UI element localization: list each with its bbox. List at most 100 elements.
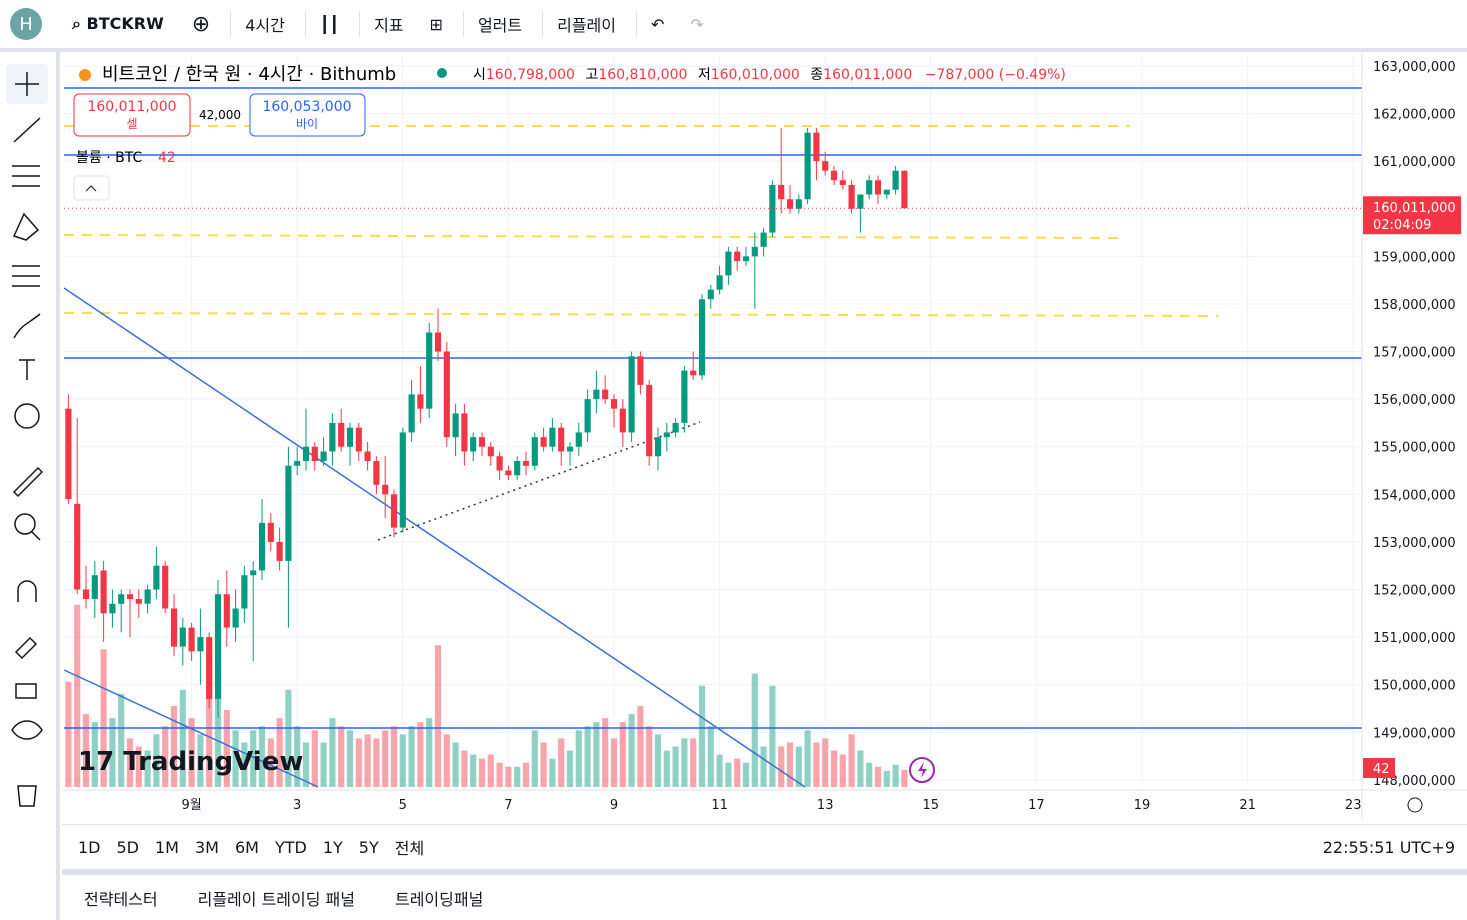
y-tick-label: 152,000,000 <box>1373 583 1456 598</box>
volume-bar <box>311 730 318 787</box>
range-button[interactable]: 1Y <box>322 837 343 857</box>
volume-bar <box>329 718 336 787</box>
range-button[interactable]: 3M <box>194 837 219 857</box>
volume-bar <box>531 730 538 787</box>
alert[interactable]: 얼러트 <box>477 16 523 35</box>
collapse-button[interactable] <box>73 175 110 201</box>
candle-body <box>751 246 758 257</box>
range-button[interactable]: 전체 <box>394 839 425 858</box>
undo[interactable]: ↶ <box>651 14 665 34</box>
candle-body <box>716 275 723 290</box>
y-tick-label: 156,000,000 <box>1373 393 1456 408</box>
panel-tab[interactable]: 리플레이 트레이딩 패널 <box>197 889 355 909</box>
range-button[interactable]: 5D <box>116 837 140 857</box>
candle-body <box>417 394 424 409</box>
candle-body <box>698 299 706 376</box>
candle-body <box>153 565 160 590</box>
buy-label: 바이 <box>296 117 318 131</box>
volume-bar <box>417 722 424 787</box>
sell-button[interactable] <box>73 93 191 137</box>
candle-body <box>505 470 512 476</box>
candle-body <box>610 399 618 409</box>
candle-body <box>663 432 670 438</box>
volume-bar <box>258 726 266 787</box>
interval[interactable]: 4시간 <box>245 16 285 35</box>
candle-body <box>267 522 274 542</box>
indicators[interactable]: 지표 <box>374 16 404 35</box>
panel-tab[interactable]: 트레이딩패널 <box>394 889 484 909</box>
volume-bar <box>901 769 908 787</box>
candle-body <box>373 461 380 485</box>
candle-body <box>408 394 415 433</box>
volume-bar <box>126 738 134 787</box>
symbol-search[interactable]: ⌕ BTCKRW <box>72 14 164 33</box>
candle-body <box>584 399 591 433</box>
panel-tab[interactable]: 전략테스터 <box>84 889 158 909</box>
redo[interactable]: ↷ <box>690 14 704 34</box>
range-button[interactable]: 6M <box>234 837 259 857</box>
volume-bar <box>786 742 794 787</box>
x-tick-label: 13 <box>817 798 834 813</box>
templates[interactable]: ⊞ <box>429 14 443 34</box>
volume-bar <box>857 750 864 787</box>
candle-body <box>672 422 679 433</box>
candle-body <box>725 251 732 276</box>
volume-bar <box>839 754 846 787</box>
drawings <box>63 87 1362 788</box>
candle-body <box>74 503 81 590</box>
volume-bar <box>751 673 758 787</box>
volume-legend-value: 42 <box>158 150 176 166</box>
lightning-icon <box>918 762 927 778</box>
candle-body <box>822 161 829 171</box>
volume-bar <box>813 742 820 787</box>
candle-body <box>162 565 169 609</box>
candle-body <box>681 370 688 423</box>
candle-body <box>382 484 389 495</box>
volume-bar <box>619 722 626 787</box>
buy-price: 160,053,000 <box>262 99 351 115</box>
range-bar: 1D 5D 1M 3M 6M YTD 1Y 5Y 전체 22:55:51 UTC+9 <box>62 824 1467 875</box>
candle-body <box>470 437 477 452</box>
replay[interactable]: 리플레이 <box>557 16 616 35</box>
volume-bar <box>320 742 327 787</box>
settings-icon[interactable] <box>1407 797 1423 813</box>
symbol: BTCKRW <box>86 14 164 33</box>
bottom-panel: 전략테스터 리플레이 트레이딩 패널 트레이딩패널 <box>62 875 1467 920</box>
volume-bar <box>866 762 873 787</box>
volume-bar <box>390 726 398 787</box>
avatar[interactable]: H <box>10 8 42 40</box>
range-button[interactable]: YTD <box>274 837 307 857</box>
chart-type[interactable]: ┃┃ <box>319 14 340 34</box>
candle-body <box>258 522 266 571</box>
date-range-icon: 22:55:51 UTC+9 <box>1322 837 1455 857</box>
volume-bar <box>144 750 151 787</box>
volume-bar <box>109 718 116 787</box>
last-price: 160,011,000 <box>1373 201 1456 216</box>
x-tick-label: 19 <box>1134 798 1151 813</box>
add-symbol[interactable]: ⊕ <box>191 11 211 37</box>
volume-bar <box>549 758 556 787</box>
volume-bar <box>778 746 785 787</box>
volume-bar <box>74 604 81 787</box>
buy-button[interactable] <box>249 93 366 137</box>
candle-body <box>514 461 521 476</box>
range-button[interactable]: 1D <box>78 837 101 857</box>
volume-bar <box>848 734 855 787</box>
x-tick-label: 17 <box>1028 798 1045 813</box>
volume-bar <box>338 726 345 787</box>
volume-bar <box>285 689 292 787</box>
candle-body <box>338 422 345 447</box>
candle-body <box>707 289 714 300</box>
range-button[interactable]: 1M <box>155 837 179 857</box>
candle-body <box>769 184 776 233</box>
volume-bar <box>443 734 450 787</box>
range-button[interactable]: 5Y <box>358 837 379 857</box>
candle-body <box>250 570 257 576</box>
candle-body <box>830 170 838 181</box>
candle-body <box>839 180 846 185</box>
candle-body <box>478 437 486 447</box>
volume-bar <box>760 746 767 787</box>
candle-body <box>813 132 820 162</box>
candle-body <box>206 637 213 699</box>
